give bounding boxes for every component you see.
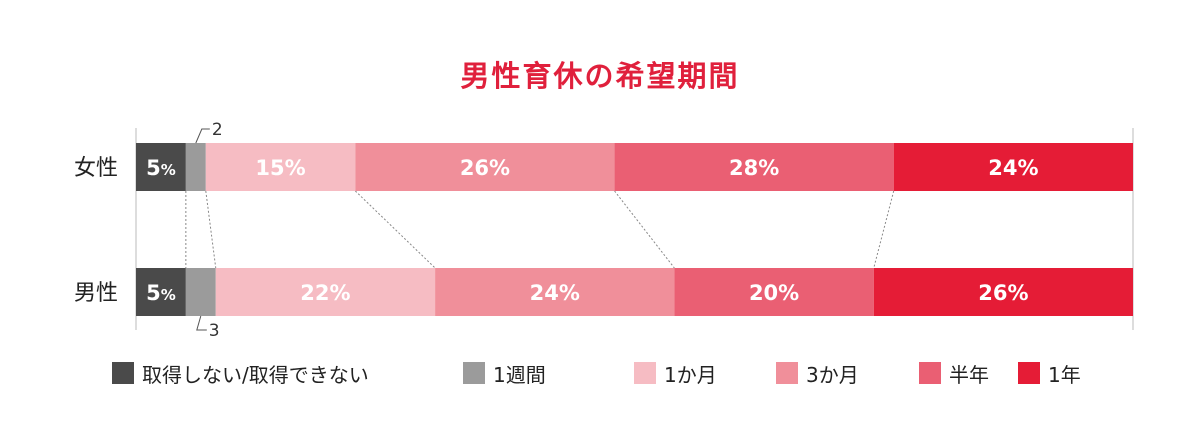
legend-label: 3か月 <box>806 363 859 387</box>
legend-label: 半年 <box>949 363 989 387</box>
bar-segment <box>355 143 615 191</box>
legend-label: 1週間 <box>493 363 546 387</box>
bar-segment <box>136 143 186 191</box>
legend-swatch <box>634 362 656 384</box>
bar-segment <box>205 143 356 191</box>
connector-line <box>614 190 675 269</box>
data-label: 3 <box>209 321 220 341</box>
label-leader <box>196 315 207 331</box>
data-label: 22% <box>300 281 350 305</box>
legend-swatch <box>1018 362 1040 384</box>
data-label: 24% <box>530 281 580 305</box>
legend-swatch <box>112 362 134 384</box>
bar-segment <box>136 268 186 316</box>
bar-segment <box>674 268 874 316</box>
data-label: 2 <box>212 120 223 140</box>
bar-segment <box>435 268 675 316</box>
bar-segment <box>873 268 1133 316</box>
legend-swatch <box>463 362 485 384</box>
label-leader <box>195 128 210 144</box>
bar-segment <box>215 268 436 316</box>
labels: 5% 2 15% 26% 28% 24% 女性 5% 3 22% 24% 20% 26% 男性 <box>74 120 1039 341</box>
connector-lines <box>185 190 895 269</box>
data-label: 5% <box>146 281 176 305</box>
legend-label: 取得しない/取得できない <box>142 363 369 387</box>
legend-label: 1か月 <box>664 363 717 387</box>
bar-segment <box>185 268 216 316</box>
data-label: 26% <box>978 281 1028 305</box>
category-label: 男性 <box>74 281 118 306</box>
bar-segment <box>893 143 1133 191</box>
bar-segment <box>614 143 894 191</box>
legend: 取得しない/取得できない 1週間 1か月 3か月 半年 1年 <box>112 362 1081 387</box>
legend-label: 1年 <box>1048 363 1081 387</box>
legend-swatch <box>919 362 941 384</box>
legend-swatch <box>776 362 798 384</box>
chart-title: 男性育休の希望期間 <box>460 59 739 93</box>
data-label: 28% <box>729 156 779 180</box>
connector-line <box>205 190 217 269</box>
connector-line <box>873 190 895 269</box>
bars <box>136 143 1133 316</box>
bar-segment <box>185 143 206 191</box>
data-label: 20% <box>749 281 799 305</box>
data-label: 5% <box>146 156 176 180</box>
data-label: 24% <box>988 156 1038 180</box>
connector-line <box>354 190 436 269</box>
data-label: 15% <box>255 156 305 180</box>
data-label: 26% <box>460 156 510 180</box>
category-label: 女性 <box>74 156 118 181</box>
